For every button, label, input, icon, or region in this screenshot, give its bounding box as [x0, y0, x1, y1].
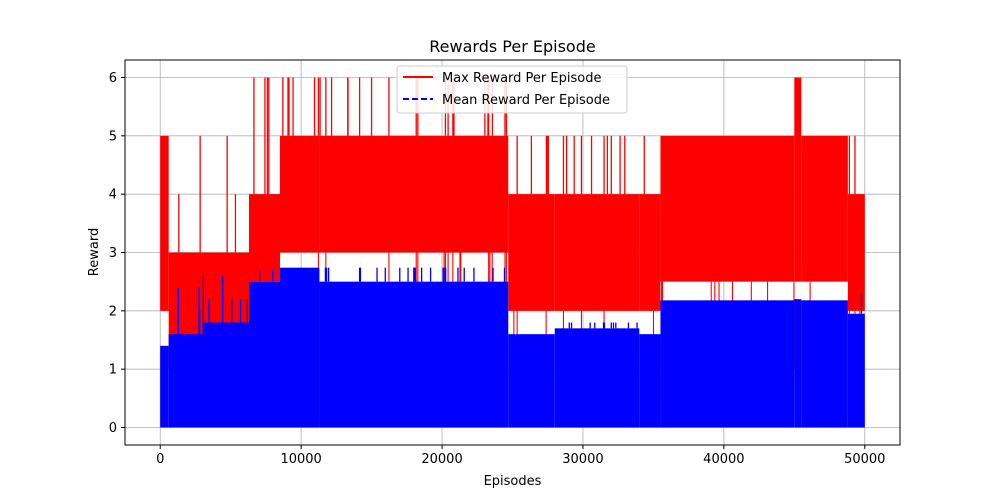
series-band [280, 135, 320, 253]
series-band [639, 194, 661, 311]
legend-box [396, 65, 628, 114]
series-band [847, 313, 865, 428]
series-band [794, 299, 802, 428]
series-band [801, 135, 848, 282]
series-band [319, 135, 509, 253]
series-layer [160, 77, 865, 428]
y-tick-label: 4 [109, 188, 117, 203]
y-tick-label: 1 [109, 363, 117, 378]
y-tick-label: 2 [109, 304, 117, 319]
x-tick-label: 30000 [562, 452, 603, 467]
x-axis-label: Episodes [484, 474, 542, 489]
series-band [508, 194, 555, 311]
axis-ticks: 0 10000 20000 30000 40000 50000 0 1 2 3 4 5 6 [109, 71, 886, 467]
x-tick-label: 40000 [703, 452, 744, 467]
series-band [249, 194, 280, 282]
series-band [249, 281, 280, 428]
y-tick-label: 0 [109, 421, 117, 436]
series-band [160, 345, 169, 428]
series-band [168, 334, 203, 428]
legend: Max Reward Per Episode Mean Reward Per E… [396, 65, 628, 114]
series-band [160, 135, 169, 311]
series-band [280, 267, 320, 428]
x-tick-label: 0 [156, 452, 164, 467]
series-band [554, 328, 640, 428]
x-tick-label: 10000 [280, 452, 321, 467]
series-band [639, 334, 661, 428]
chart-title: Rewards Per Episode [429, 37, 595, 56]
x-tick-label: 20000 [421, 452, 462, 467]
series-band [794, 77, 802, 282]
mean-reward-series [160, 267, 865, 428]
legend-label-mean: Mean Reward Per Episode [442, 93, 610, 108]
series-band [847, 194, 865, 311]
x-tick-label: 50000 [844, 452, 885, 467]
y-axis-label: Reward [87, 228, 102, 276]
y-tick-label: 3 [109, 246, 117, 261]
series-band [508, 334, 555, 428]
series-band [801, 300, 848, 428]
series-band [554, 194, 640, 311]
legend-label-max: Max Reward Per Episode [442, 71, 601, 86]
series-band [319, 281, 509, 428]
y-tick-label: 6 [109, 71, 117, 86]
max-reward-series [160, 77, 865, 428]
series-band [202, 322, 249, 428]
series-band [660, 135, 795, 282]
series-band [660, 300, 795, 428]
y-tick-label: 5 [109, 129, 117, 144]
